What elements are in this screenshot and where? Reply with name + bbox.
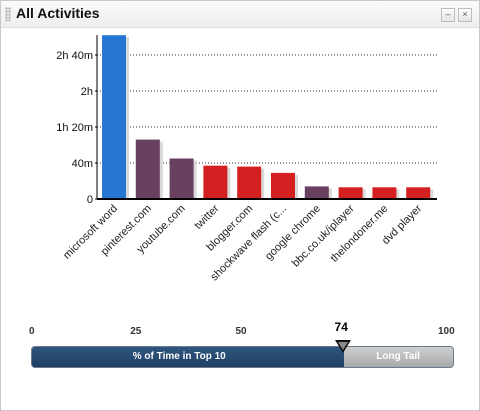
y-tick-label: 40m	[72, 158, 93, 170]
bar[interactable]	[271, 172, 295, 199]
bar[interactable]	[304, 186, 329, 199]
bar[interactable]	[372, 187, 397, 199]
y-tick-label: 1h 20m	[56, 122, 93, 134]
scale-label-100: 100	[438, 326, 455, 337]
bar[interactable]	[237, 166, 262, 199]
bar[interactable]	[203, 165, 228, 199]
y-tick-label: 2h	[81, 86, 93, 98]
y-tick-label: 2h 40m	[56, 50, 93, 62]
bar[interactable]	[406, 187, 431, 199]
slider-value: 74	[334, 320, 348, 334]
scale-label-0: 0	[29, 326, 35, 337]
category-label: twitter	[192, 202, 221, 231]
top10-label: % of Time in Top 10	[132, 351, 226, 362]
top10-slider[interactable]: 0 25 50 100 74 % of Time in Top 10 Long …	[0, 320, 480, 380]
close-button[interactable]: ×	[458, 8, 472, 22]
slider-handle-inner	[337, 342, 348, 350]
scale-label-25: 25	[130, 326, 142, 337]
category-label: bbc.co.uk/iplayer	[290, 202, 357, 269]
slider-track[interactable]: % of Time in Top 10 Long Tail	[31, 346, 454, 368]
long-tail-label: Long Tail	[376, 351, 420, 362]
y-tick-label: 0	[87, 194, 93, 206]
slider-fill	[32, 347, 344, 367]
minimize-button[interactable]: –	[441, 8, 455, 22]
bar[interactable]	[102, 35, 126, 200]
scale-label-50: 50	[235, 326, 247, 337]
drag-grip-icon[interactable]	[5, 7, 11, 21]
panel-title: All Activities	[16, 5, 100, 21]
bar[interactable]	[135, 139, 160, 199]
bar[interactable]	[169, 158, 194, 200]
panel-titlebar[interactable]: All Activities – ×	[1, 1, 479, 28]
bar[interactable]	[338, 187, 363, 199]
